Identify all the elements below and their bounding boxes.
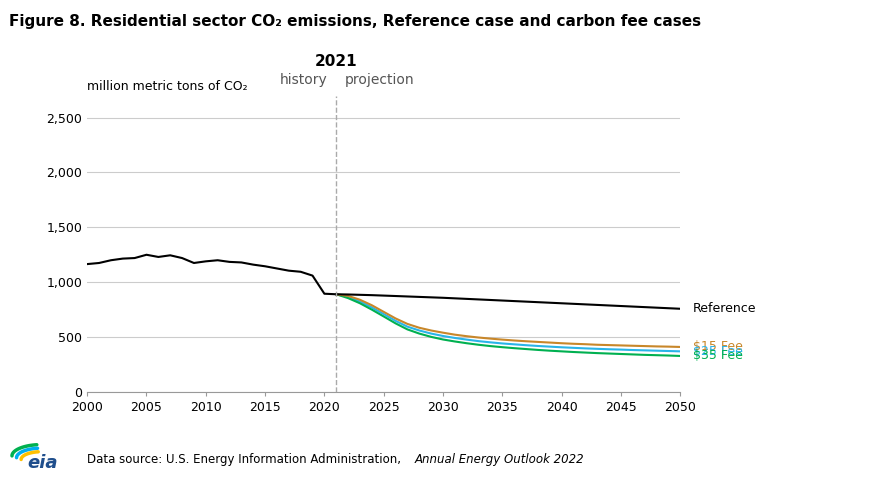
Text: eia: eia xyxy=(28,454,58,472)
Text: $35 Fee: $35 Fee xyxy=(693,349,743,362)
Text: Data source: U.S. Energy Information Administration,: Data source: U.S. Energy Information Adm… xyxy=(87,453,405,466)
Text: $15 Fee: $15 Fee xyxy=(693,340,743,353)
Text: $25 Fee: $25 Fee xyxy=(693,345,743,358)
Text: Reference: Reference xyxy=(693,302,757,315)
Text: Figure 8. Residential sector CO₂ emissions, Reference case and carbon fee cases: Figure 8. Residential sector CO₂ emissio… xyxy=(9,14,701,29)
Text: history: history xyxy=(280,73,328,87)
Text: Annual Energy Outlook 2022: Annual Energy Outlook 2022 xyxy=(414,453,584,466)
Text: million metric tons of CO₂: million metric tons of CO₂ xyxy=(87,80,248,93)
Text: projection: projection xyxy=(345,73,414,87)
Text: 2021: 2021 xyxy=(315,54,358,69)
